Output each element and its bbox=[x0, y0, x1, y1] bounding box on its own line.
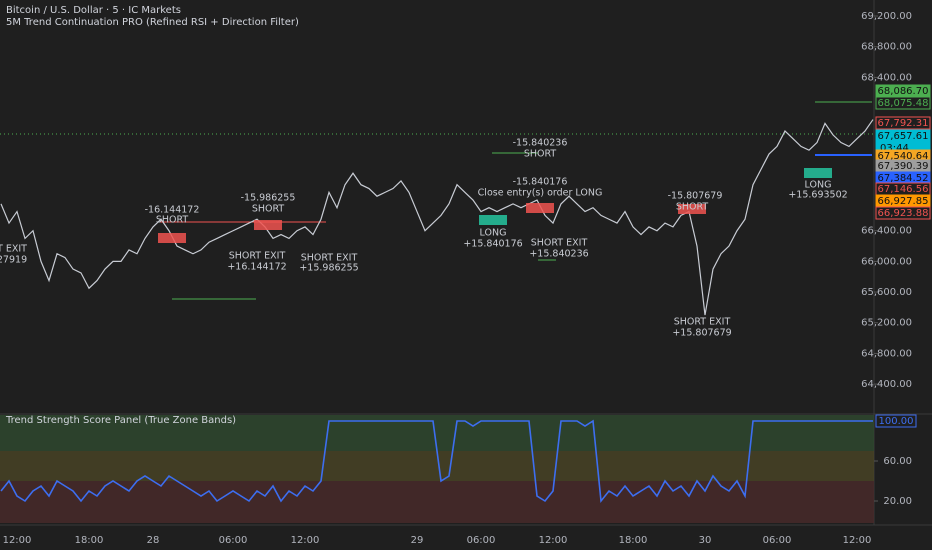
trade-annotation: +15.693502 bbox=[788, 190, 847, 201]
y-tick-label: 64,800.00 bbox=[861, 348, 912, 359]
trade-annotation: +15.986255 bbox=[299, 263, 358, 274]
zones bbox=[0, 415, 874, 523]
trade-marker bbox=[526, 203, 554, 213]
trade-annotation: -15.840176 bbox=[513, 177, 568, 188]
price-label: 67,540.64 bbox=[878, 151, 929, 162]
trade-annotation: +15.807679 bbox=[672, 328, 731, 339]
x-tick-label: 06:00 bbox=[763, 535, 792, 546]
trade-annotation: +15.840176 bbox=[463, 239, 522, 250]
y-tick-label: 64,400.00 bbox=[861, 379, 912, 390]
x-tick-label: 28 bbox=[147, 535, 160, 546]
trade-annotation: +15.840236 bbox=[529, 249, 588, 260]
trade-annotation: +16.144172 bbox=[227, 262, 286, 273]
x-tick-label: 12:00 bbox=[843, 535, 872, 546]
x-tick-label: 29 bbox=[411, 535, 424, 546]
zone-band bbox=[0, 481, 874, 523]
y-tick-label: 69,200.00 bbox=[861, 11, 912, 22]
x-tick-label: 18:00 bbox=[619, 535, 648, 546]
x-tick-label: 06:00 bbox=[219, 535, 248, 546]
price-label: 67,384.52 bbox=[878, 173, 929, 184]
indicator-title: 5M Trend Continuation PRO (Refined RSI +… bbox=[6, 17, 299, 28]
panel-title: Trend Strength Score Panel (True Zone Ba… bbox=[5, 415, 236, 426]
trade-annotation: SHORT bbox=[524, 149, 557, 160]
series-line bbox=[0, 119, 874, 316]
y-tick-label: 66,000.00 bbox=[861, 256, 912, 267]
trade-marker bbox=[254, 220, 282, 230]
x-tick-label: 06:00 bbox=[467, 535, 496, 546]
x-tick-label: 12:00 bbox=[539, 535, 568, 546]
trade-annotation: -15.986255 bbox=[241, 193, 296, 204]
trade-annotation: LONG bbox=[805, 180, 832, 191]
trade-marker bbox=[158, 233, 186, 243]
trade-annotation: SHORT bbox=[676, 202, 709, 213]
chart-title: Bitcoin / U.S. Dollar · 5 · IC Markets bbox=[6, 5, 181, 16]
trade-annotation: 27919 bbox=[0, 255, 27, 266]
price-label-box bbox=[875, 96, 931, 110]
trade-marker bbox=[804, 168, 832, 178]
y-tick-label: 66,400.00 bbox=[861, 226, 912, 237]
price-label: 67,390.39 bbox=[878, 161, 929, 172]
trade-annotation: SHORT bbox=[156, 215, 189, 226]
y-tick-label: 68,800.00 bbox=[861, 42, 912, 53]
x-tick-label: 30 bbox=[699, 535, 712, 546]
x-tick-label: 12:00 bbox=[291, 535, 320, 546]
price-label-box bbox=[875, 116, 931, 130]
y-tick-label: 60.00 bbox=[883, 456, 912, 467]
trade-annotation: SHORT EXIT bbox=[674, 317, 731, 328]
trade-marker bbox=[678, 204, 706, 214]
trade-annotation: LONG bbox=[480, 228, 507, 239]
price-label: 67,792.31 bbox=[878, 118, 929, 129]
score-label: 100.00 bbox=[879, 416, 914, 427]
x-tick-label: 18:00 bbox=[75, 535, 104, 546]
plot bbox=[0, 119, 874, 504]
price-label: 68,086.70 bbox=[878, 86, 929, 97]
y-tick-label: 20.00 bbox=[883, 496, 912, 507]
y-tick-label: 65,200.00 bbox=[861, 318, 912, 329]
trade-annotation: -15.807679 bbox=[668, 191, 723, 202]
score-label-box bbox=[875, 414, 917, 428]
price-label: 67,146.56 bbox=[878, 184, 929, 195]
x-tick-label: 12:00 bbox=[3, 535, 32, 546]
price-label-box bbox=[875, 206, 931, 220]
trade-marker bbox=[479, 215, 507, 225]
trade-annotation: SHORT EXIT bbox=[531, 238, 588, 249]
trade-annotation: SHORT EXIT bbox=[229, 251, 286, 262]
price-label: 67,657.61 bbox=[878, 131, 929, 142]
trade-annotation: -15.840236 bbox=[513, 138, 568, 149]
trade-annotation: SHORT bbox=[252, 204, 285, 215]
y-tick-label: 68,400.00 bbox=[861, 72, 912, 83]
price-label: 66,923.88 bbox=[878, 208, 929, 219]
series-line bbox=[0, 419, 873, 504]
trade-annotation: Close entry(s) order LONG bbox=[478, 188, 603, 199]
trade-annotation: T EXIT bbox=[0, 244, 27, 255]
y-tick-label: 65,600.00 bbox=[861, 287, 912, 298]
price-label: 68,075.48 bbox=[878, 98, 929, 109]
trade-annotation: -16.144172 bbox=[145, 205, 200, 216]
price-label: 66,927.85 bbox=[878, 196, 929, 207]
trade-annotation: SHORT EXIT bbox=[301, 253, 358, 264]
price-label-timer: 03:44 bbox=[880, 143, 909, 154]
